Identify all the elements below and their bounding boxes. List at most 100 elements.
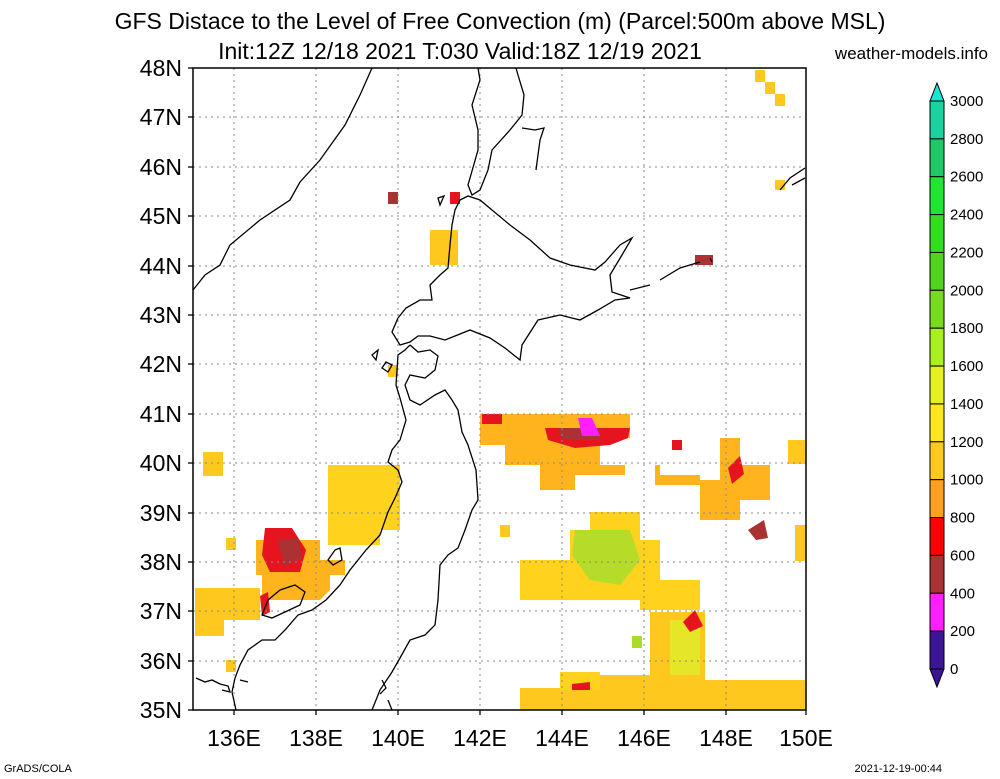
- site-credit: weather-models.info: [834, 44, 988, 63]
- field-core-39n: [748, 520, 768, 540]
- field-core-35n: [572, 682, 590, 690]
- lat-label: 35N: [140, 697, 182, 723]
- field-cell-hokkaido: [430, 230, 458, 265]
- colorbar-label: 2400: [950, 207, 983, 224]
- colorbar-swatch: [929, 327, 945, 367]
- field-cell-48n-a: [755, 70, 765, 82]
- coast-asia: [192, 67, 373, 291]
- colorbar-swatch: [929, 251, 945, 291]
- colorbar-swatch: [929, 214, 945, 253]
- grid-lines: [193, 68, 806, 710]
- field-cell-48n-b: [765, 82, 775, 94]
- colorbar-swatch: [929, 592, 945, 632]
- field-red-strip: [260, 592, 270, 616]
- colorbar-swatch: [929, 554, 945, 594]
- lon-label: 146E: [617, 725, 671, 751]
- coast-kurils: [629, 167, 806, 291]
- lat-label: 36N: [140, 648, 182, 674]
- colorbar-swatch: [929, 365, 945, 405]
- lon-label: 148E: [699, 725, 753, 751]
- colorbar: 3000280026002400220020001800160014001200…: [929, 81, 983, 689]
- colorbar-swatch: [929, 630, 945, 670]
- colorbar-label: 0: [950, 661, 958, 678]
- lon-labels: 136E 138E 140E 142E 144E 146E 148E 150E: [207, 725, 833, 751]
- colorbar-swatch: [929, 479, 945, 519]
- coast-hokkaido: [391, 195, 634, 362]
- lat-label: 42N: [140, 351, 182, 377]
- lon-label: 136E: [207, 725, 261, 751]
- lat-label: 37N: [140, 598, 182, 624]
- field-cell-40n-far-e: [788, 440, 806, 464]
- colorbar-label: 2200: [950, 244, 983, 261]
- colorbar-arrow-bottom: [929, 668, 945, 689]
- colorbar-label: 1800: [950, 320, 983, 337]
- field-cell-36n: [632, 636, 642, 648]
- colorbar-swatch: [929, 138, 945, 178]
- field-cell-39n-far-e: [795, 525, 806, 561]
- colorbar-swatch: [929, 517, 945, 556]
- colorbar-swatch: [929, 176, 945, 216]
- lat-label: 43N: [140, 302, 182, 328]
- colorbar-swatch: [929, 441, 945, 481]
- colorbar-label: 2800: [950, 131, 983, 148]
- colorbar-label: 1400: [950, 396, 983, 413]
- colorbar-label: 200: [950, 623, 975, 640]
- colorbar-label: 1200: [950, 434, 983, 451]
- lat-label: 45N: [140, 203, 182, 229]
- field-cell-40n-e: [672, 440, 682, 450]
- lon-label: 150E: [779, 725, 833, 751]
- colorbar-swatch: [929, 289, 945, 329]
- colorbar-arrow-top: [929, 81, 945, 102]
- field-cell-38n-w: [226, 538, 236, 550]
- field-cell-42n: [388, 365, 398, 377]
- field-cell-40n: [203, 452, 223, 476]
- chart-subtitle: Init:12Z 12/18 2021 T:030 Valid:18Z 12/1…: [218, 38, 702, 64]
- field-mid-noto: [278, 538, 302, 566]
- field-core-37n: [683, 610, 703, 632]
- field-cell-35n-w: [226, 660, 236, 672]
- field-cell-46n: [775, 180, 785, 190]
- field-cell-45n: [388, 192, 398, 204]
- footer-left: GrADS/COLA: [4, 763, 72, 775]
- colorbar-label: 600: [950, 547, 975, 564]
- colorbar-label: 1600: [950, 358, 983, 375]
- colorbar-swatch: [929, 100, 945, 140]
- field-cell-45n-b: [450, 192, 460, 204]
- colorbar-label: 2000: [950, 282, 983, 299]
- colorbar-label: 800: [950, 510, 975, 527]
- lat-label: 47N: [140, 104, 182, 130]
- field-area-tohoku-w: [328, 465, 400, 545]
- lat-label: 38N: [140, 549, 182, 575]
- colorbar-swatch: [929, 403, 945, 443]
- field-cell-44n-e: [695, 255, 713, 265]
- lat-label: 48N: [140, 55, 182, 81]
- lon-label: 142E: [453, 725, 507, 751]
- lat-label: 41N: [140, 401, 182, 427]
- field-core-41n-min: [578, 418, 600, 436]
- coast-oki: [195, 677, 249, 693]
- colorbar-label: 1000: [950, 472, 983, 489]
- lat-label: 44N: [140, 253, 182, 279]
- lat-label: 40N: [140, 450, 182, 476]
- coastlines: [192, 67, 806, 711]
- field-cell-39n-w: [500, 525, 510, 537]
- coast-izu: [379, 679, 393, 711]
- colorbar-label: 3000: [950, 93, 983, 110]
- colorbar-label: 400: [950, 585, 975, 602]
- lon-label: 140E: [371, 725, 425, 751]
- coast-island-west: [371, 194, 446, 373]
- map-frame: [192, 67, 807, 711]
- field-area-pacific-green: [572, 530, 640, 585]
- lon-label: 144E: [535, 725, 589, 751]
- lat-labels: 48N 47N 46N 45N 44N 43N 42N 41N 40N 39N …: [140, 55, 182, 723]
- chart-title: GFS Distace to the Level of Free Convect…: [114, 8, 886, 34]
- lon-label: 138E: [289, 725, 343, 751]
- field-area-sw: [195, 588, 260, 636]
- footer-timestamp: 2021-12-19-00:44: [854, 763, 942, 775]
- field-cell-41n-w: [482, 414, 502, 424]
- coast-sakhalin: [467, 67, 545, 196]
- coast-honshu: [231, 344, 479, 711]
- field-cell-47n: [775, 94, 785, 106]
- coast-noto: [261, 584, 306, 619]
